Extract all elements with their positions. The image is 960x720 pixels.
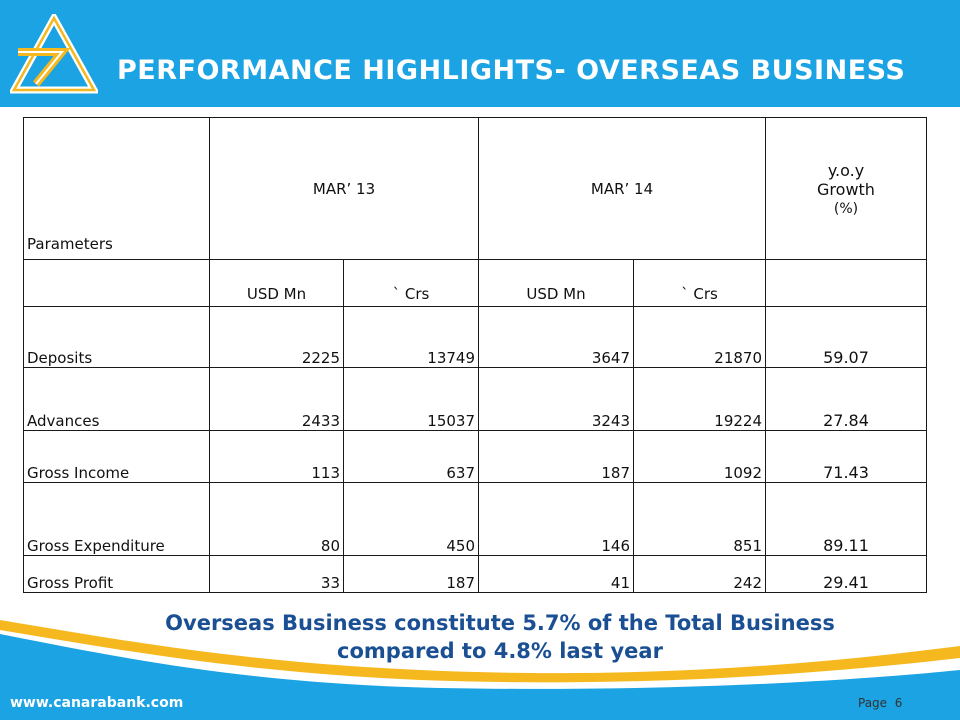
- table-header-row: Parameters MAR’ 13 MAR’ 14 y.o.y Growth …: [23, 117, 927, 260]
- row-growth-value: 59.07: [823, 348, 869, 367]
- row-crs-mar14: 1092: [633, 430, 766, 483]
- row-name: Advances: [23, 367, 210, 431]
- row-growth-value: 71.43: [823, 463, 869, 482]
- subheader-empty-right: [765, 259, 927, 307]
- subheader-crs-mar13: ` Crs: [343, 259, 479, 307]
- row-usd-mar13: 113: [209, 430, 344, 483]
- subheader-empty-left: [23, 259, 210, 307]
- table-row: Advances 2433 15037 3243 19224 27.84: [23, 367, 927, 431]
- row-crs-mar13: 187: [343, 555, 479, 593]
- row-growth: 59.07: [765, 306, 927, 368]
- row-crs-mar14: 242: [633, 555, 766, 593]
- row-usd-mar13: 2433: [209, 367, 344, 431]
- table-row: Gross Income 113 637 187 1092 71.43: [23, 430, 927, 483]
- footnote: Overseas Business constitute 5.7% of the…: [0, 609, 960, 665]
- page-number: Page 6: [858, 696, 902, 710]
- row-usd-mar13: 33: [209, 555, 344, 593]
- row-growth: 89.11: [765, 482, 927, 556]
- header-parameters: Parameters: [23, 117, 210, 260]
- header-mar13: MAR’ 13: [209, 117, 479, 260]
- row-growth-value: 29.41: [823, 573, 869, 592]
- row-growth: 71.43: [765, 430, 927, 483]
- row-usd-mar14: 187: [478, 430, 634, 483]
- row-name: Gross Expenditure: [23, 482, 210, 556]
- table-row: Gross Expenditure 80 450 146 851 89.11: [23, 482, 927, 556]
- canara-bank-logo-icon: [10, 14, 98, 94]
- header-growth-line1: y.o.y: [827, 160, 865, 180]
- row-usd-mar14: 41: [478, 555, 634, 593]
- footnote-line2: compared to 4.8% last year: [337, 639, 663, 663]
- footnote-line1: Overseas Business constitute 5.7% of the…: [165, 611, 835, 635]
- subheader-crs-mar14: ` Crs: [633, 259, 766, 307]
- page-label: Page: [858, 696, 888, 710]
- row-crs-mar14: 19224: [633, 367, 766, 431]
- row-name: Gross Income: [23, 430, 210, 483]
- page-number-value: 6: [894, 696, 903, 710]
- header-growth-line2: Growth: [817, 179, 875, 199]
- row-crs-mar13: 637: [343, 430, 479, 483]
- row-crs-mar13: 450: [343, 482, 479, 556]
- row-usd-mar13: 2225: [209, 306, 344, 368]
- row-crs-mar13: 15037: [343, 367, 479, 431]
- row-crs-mar14: 21870: [633, 306, 766, 368]
- header-bar: PERFORMANCE HIGHLIGHTS- OVERSEAS BUSINES…: [0, 0, 960, 107]
- table-row: Deposits 2225 13749 3647 21870 59.07: [23, 306, 927, 368]
- header-growth: y.o.y Growth (%): [765, 117, 927, 260]
- row-name: Gross Profit: [23, 555, 210, 593]
- page-title: PERFORMANCE HIGHLIGHTS- OVERSEAS BUSINES…: [117, 55, 906, 86]
- row-usd-mar14: 3243: [478, 367, 634, 431]
- row-crs-mar14: 851: [633, 482, 766, 556]
- row-usd-mar13: 80: [209, 482, 344, 556]
- header-mar14: MAR’ 14: [478, 117, 766, 260]
- row-growth: 29.41: [765, 555, 927, 593]
- row-growth-value: 89.11: [823, 536, 869, 555]
- subheader-usd-mar13: USD Mn: [209, 259, 344, 307]
- row-usd-mar14: 146: [478, 482, 634, 556]
- header-growth-line3: (%): [833, 200, 859, 217]
- subheader-usd-mar14: USD Mn: [478, 259, 634, 307]
- website-link[interactable]: www.canarabank.com: [10, 695, 184, 711]
- row-growth: 27.84: [765, 367, 927, 431]
- row-growth-value: 27.84: [823, 411, 869, 430]
- performance-table: Parameters MAR’ 13 MAR’ 14 y.o.y Growth …: [23, 117, 927, 593]
- row-name: Deposits: [23, 306, 210, 368]
- table-subheader-row: USD Mn ` Crs USD Mn ` Crs: [23, 259, 927, 307]
- table-row: Gross Profit 33 187 41 242 29.41: [23, 555, 927, 593]
- row-usd-mar14: 3647: [478, 306, 634, 368]
- row-crs-mar13: 13749: [343, 306, 479, 368]
